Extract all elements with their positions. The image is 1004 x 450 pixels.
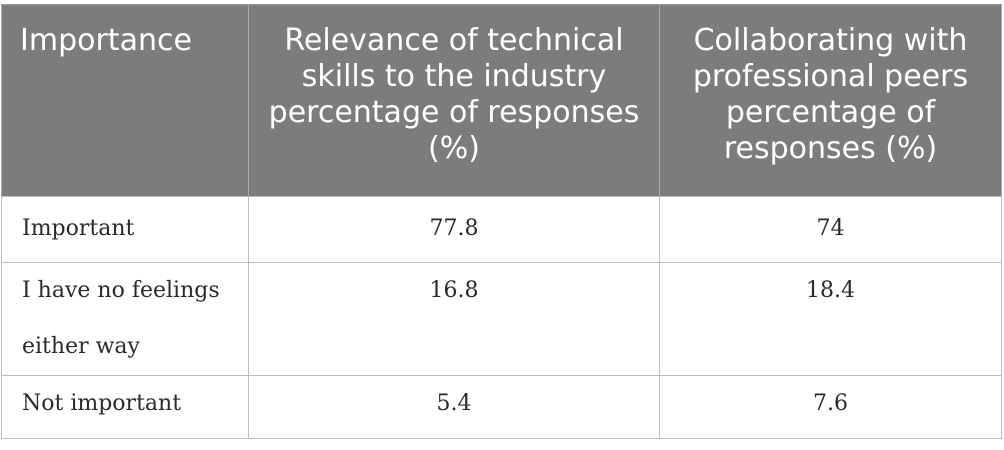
technical-skills-cell: 16.8: [248, 262, 660, 376]
importance-cell: Important: [1, 196, 249, 263]
table-row: Important 77.8 74: [1, 196, 1002, 263]
table-row: Not important 5.4 7.6: [1, 375, 1002, 439]
table-row: I have no feelings either way 16.8 18.4: [1, 262, 1002, 376]
header-importance: Importance: [1, 4, 249, 197]
table-header: Importance Relevance of technical skills…: [1, 4, 1002, 197]
technical-skills-cell: 77.8: [248, 196, 660, 263]
importance-cell: Not important: [1, 375, 249, 439]
collaborating-cell: 18.4: [659, 262, 1002, 376]
technical-skills-cell: 5.4: [248, 375, 660, 439]
survey-results-table: Importance Relevance of technical skills…: [1, 4, 1002, 439]
header-row: Importance Relevance of technical skills…: [1, 4, 1002, 197]
table-body: Important 77.8 74 I have no feelings eit…: [1, 196, 1002, 439]
importance-cell: I have no feelings either way: [1, 262, 249, 376]
header-technical-skills: Relevance of technical skills to the ind…: [248, 4, 660, 197]
collaborating-cell: 7.6: [659, 375, 1002, 439]
header-collaborating: Collaborating with professional peers pe…: [659, 4, 1002, 197]
collaborating-cell: 74: [659, 196, 1002, 263]
